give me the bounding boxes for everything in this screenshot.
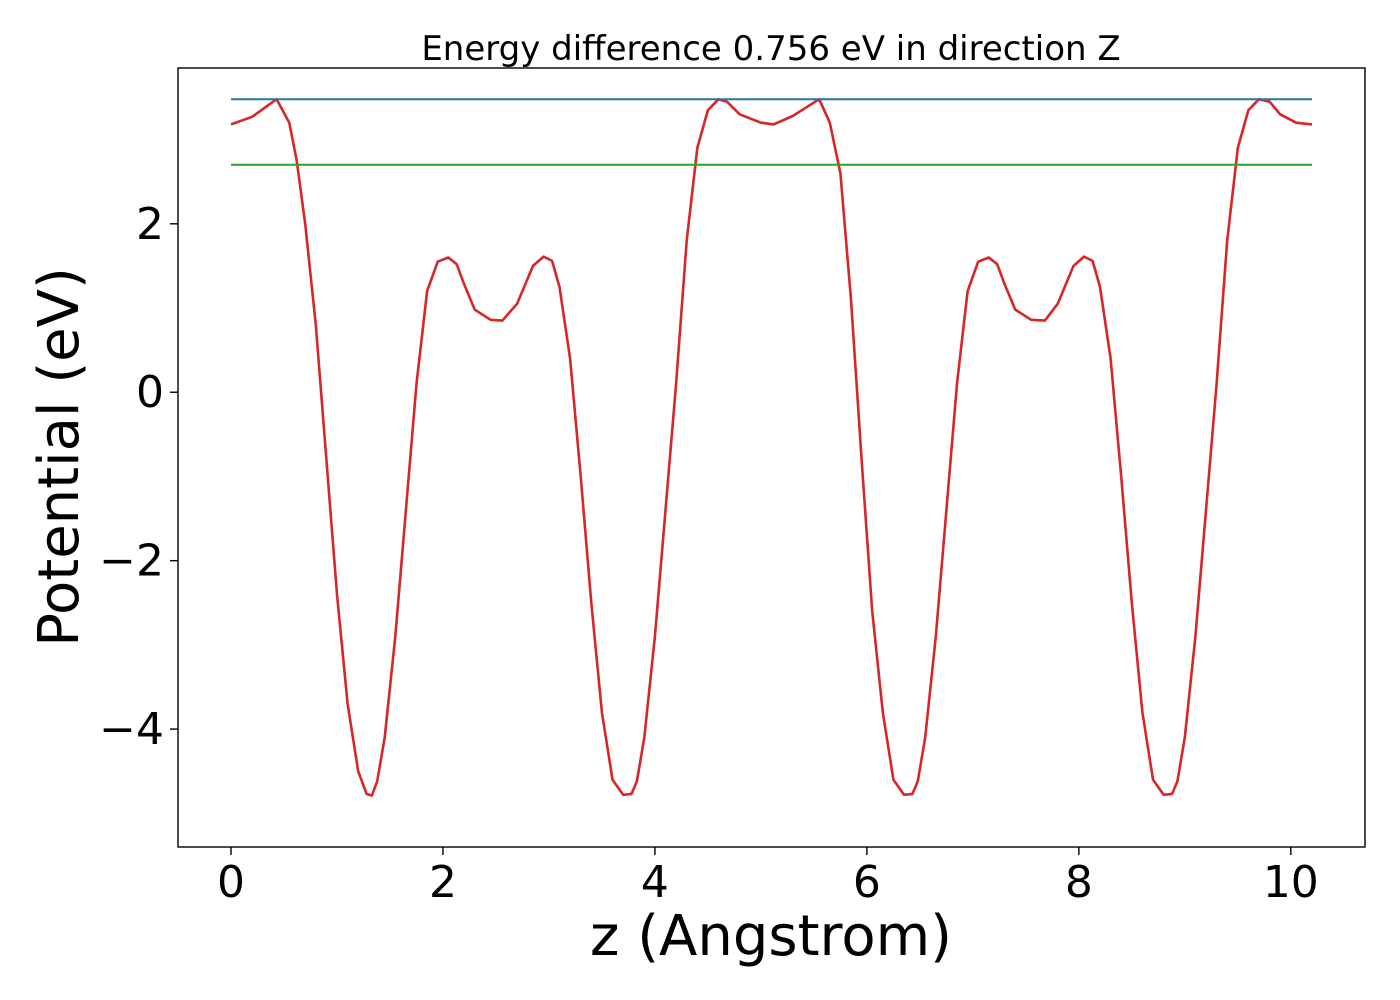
- x-tick-label: 4: [641, 857, 669, 908]
- y-tick-label: 0: [136, 367, 164, 418]
- x-tick-label: 2: [429, 857, 457, 908]
- series-line-0: [230, 97, 1313, 797]
- series-layer: [230, 97, 1313, 797]
- y-tick-label: 2: [136, 199, 164, 250]
- y-tick-label: −4: [99, 704, 164, 755]
- plot-frame: [177, 67, 1366, 848]
- chart-title: Energy difference 0.756 eV in direction …: [421, 29, 1120, 69]
- x-axis-label: z (Angstrom): [590, 904, 952, 969]
- x-tick-label: 10: [1263, 857, 1319, 908]
- y-axis-ticks: −4 −2 0 2: [99, 199, 178, 755]
- x-tick-label: 6: [853, 857, 881, 908]
- y-axis-label: Potential (eV): [27, 267, 92, 647]
- x-axis-ticks: 0 2 4 6 8 10: [217, 847, 1319, 908]
- y-tick-label: −2: [99, 536, 164, 587]
- x-tick-label: 8: [1065, 857, 1093, 908]
- x-tick-label: 0: [217, 857, 245, 908]
